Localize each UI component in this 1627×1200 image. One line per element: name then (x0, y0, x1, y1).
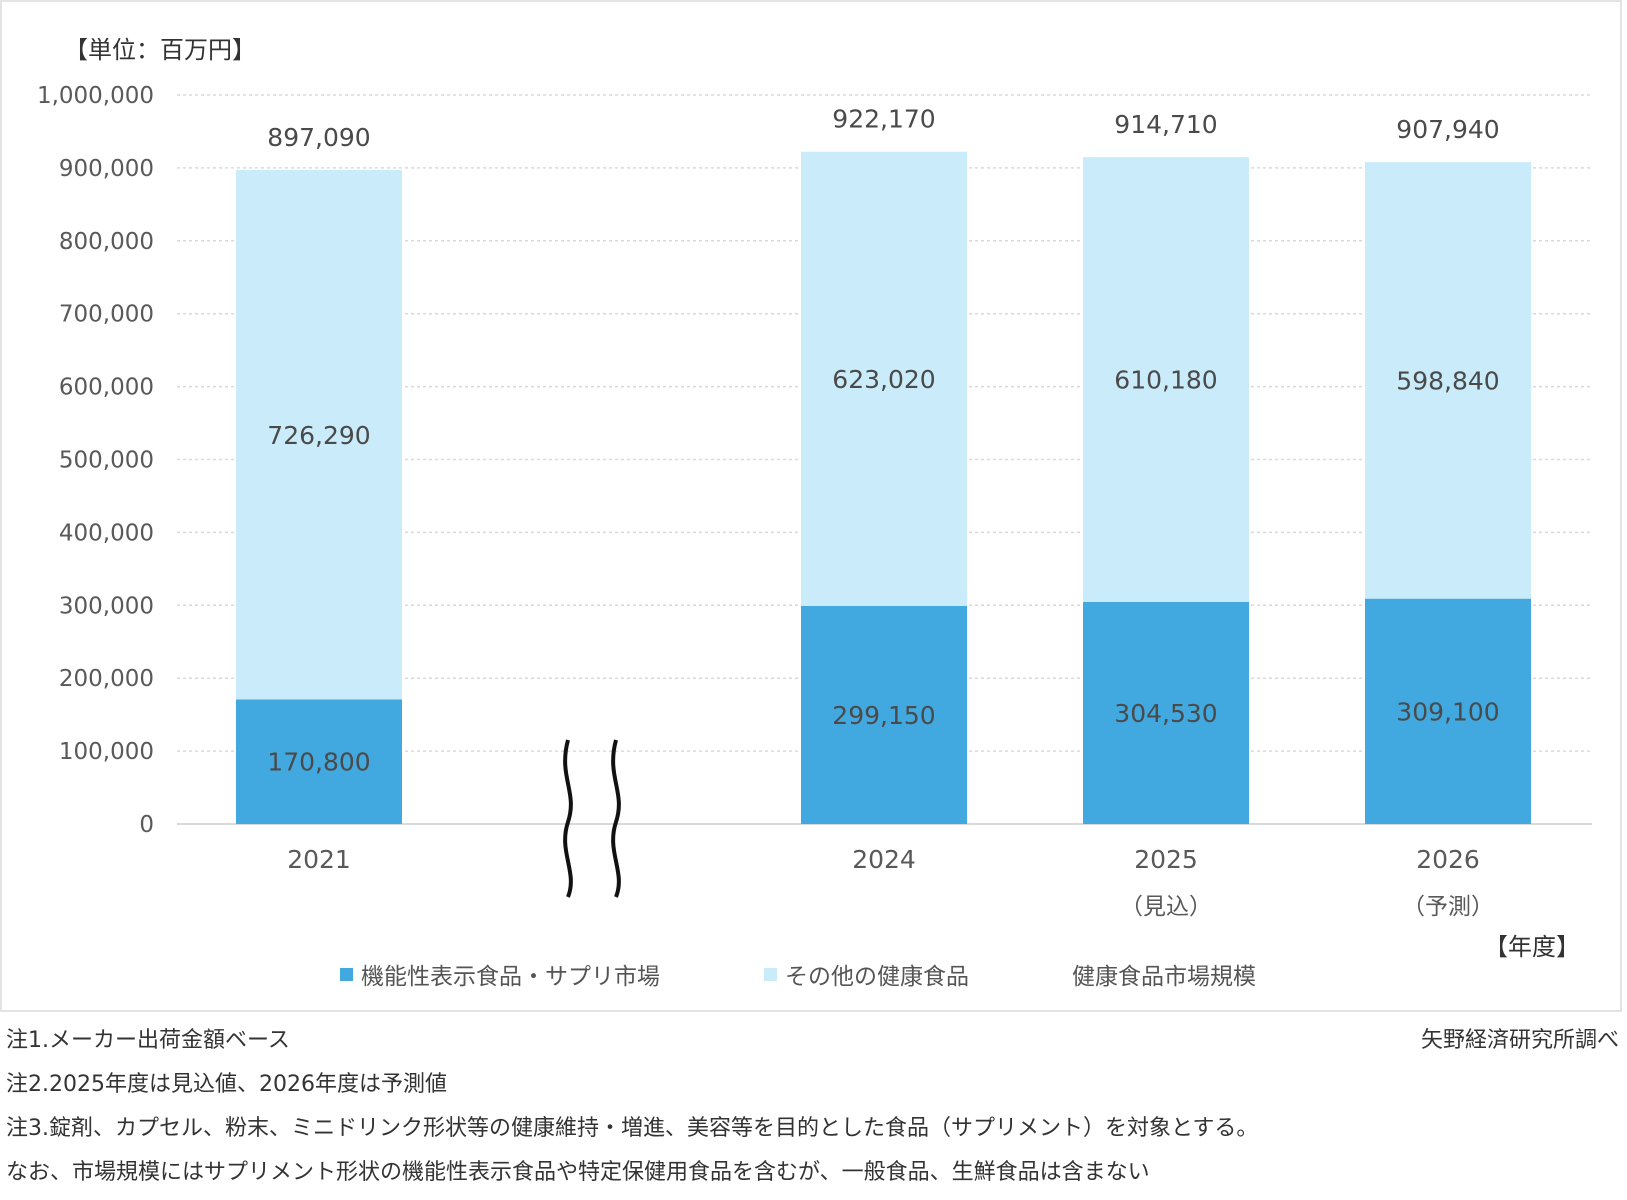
chart-frame: 0 100,000 200,000 300,000 400,000 500,000 600,… (0, 0, 1622, 1012)
data-label-supplement: 304,530 (1114, 699, 1217, 728)
x-tick-sublabel: （予測） (1402, 894, 1494, 920)
y-tick-label: 0 (139, 812, 154, 838)
data-label-supplement: 309,100 (1396, 697, 1499, 726)
axis-break-mark (563, 739, 573, 898)
y-tick-label: 900,000 (59, 156, 154, 182)
x-tick-sublabel: （見込） (1120, 894, 1212, 920)
bar-other (1083, 157, 1249, 602)
bar-other (801, 151, 967, 606)
x-tick-label: 2025 (1134, 845, 1198, 874)
bar-supplement (1083, 601, 1249, 824)
legend-item-total: 健康食品市場規模 (1072, 957, 1256, 991)
note-1: 注1.メーカー出荷金額ベース (6, 1028, 290, 1053)
data-label-total: 914,710 (1114, 110, 1217, 139)
note-4: なお、市場規模にはサプリメント形状の機能性表示食品や特定保健用食品を含むが、一般… (6, 1160, 1150, 1185)
bar-supplement (801, 605, 967, 824)
data-label-supplement: 170,800 (267, 748, 370, 777)
legend: 機能性表示食品・サプリ市場 その他の健康食品 健康食品市場規模 (2, 957, 1624, 997)
y-tick-label: 400,000 (59, 520, 154, 546)
stacked-bar-chart: 0 100,000 200,000 300,000 400,000 500,000 600,… (37, 83, 1592, 920)
x-tick-label: 2024 (852, 845, 916, 874)
y-tick-label: 600,000 (59, 375, 154, 401)
x-tick-label: 2021 (287, 845, 351, 874)
data-label-total: 897,090 (267, 123, 370, 152)
legend-swatch-supplement (340, 967, 353, 981)
year-unit-label: 【年度】 (1484, 933, 1580, 961)
unit-label: 【単位：百万円】 (64, 36, 256, 64)
bar-supplement (236, 699, 402, 824)
y-tick-label: 300,000 (59, 593, 154, 619)
x-tick-label: 2026 (1416, 845, 1480, 874)
legend-label-total: 健康食品市場規模 (1072, 964, 1256, 990)
y-tick-label: 700,000 (59, 302, 154, 328)
data-label-other: 726,290 (267, 421, 370, 450)
data-label-total: 922,170 (832, 105, 935, 134)
bar-other (236, 170, 402, 700)
data-label-other: 610,180 (1114, 366, 1217, 395)
source-credit: 矢野経済研究所調べ (1420, 1028, 1619, 1053)
y-tick-label: 500,000 (59, 448, 154, 474)
y-tick-label: 100,000 (59, 739, 154, 765)
y-tick-label: 200,000 (59, 666, 154, 692)
legend-label-other: その他の健康食品 (785, 964, 969, 990)
bar-other (1365, 162, 1531, 599)
note-3: 注3.錠剤、カプセル、粉末、ミニドリンク形状等の健康維持・増進、美容等を目的とし… (6, 1116, 1259, 1141)
y-tick-label: 800,000 (59, 229, 154, 255)
legend-item-other: その他の健康食品 (764, 957, 969, 991)
legend-item-supplement: 機能性表示食品・サプリ市場 (340, 957, 660, 991)
bar-supplement (1365, 598, 1531, 824)
data-label-supplement: 299,150 (832, 701, 935, 730)
y-tick-label: 1,000,000 (37, 83, 154, 109)
data-label-other: 598,840 (1396, 366, 1499, 395)
data-label-total: 907,940 (1396, 115, 1499, 144)
note-2: 注2.2025年度は見込値、2026年度は予測値 (6, 1072, 447, 1097)
legend-swatch-other (764, 967, 777, 981)
data-label-other: 623,020 (832, 365, 935, 394)
legend-label-supplement: 機能性表示食品・サプリ市場 (361, 964, 660, 990)
axis-break-mark (611, 739, 621, 898)
